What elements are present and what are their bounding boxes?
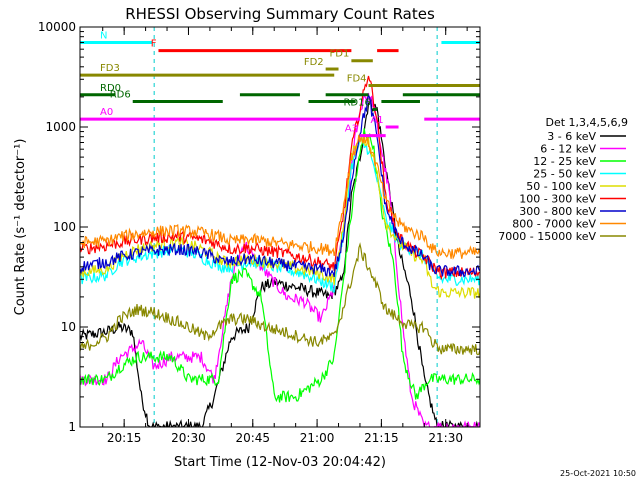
time-bar-label: FD3 — [100, 63, 120, 74]
legend-label: 25 - 50 keV — [533, 168, 596, 181]
time-bar-label: A3 — [345, 124, 358, 135]
legend-label: 100 - 300 keV — [519, 193, 596, 206]
legend-label: 50 - 100 keV — [526, 180, 596, 193]
series-line — [80, 242, 480, 356]
legend-title: Det 1,3,4,5,6,9 — [545, 116, 628, 129]
timestamp: 25-Oct-2021 10:50 — [560, 469, 636, 478]
time-bar-label: A1 — [370, 115, 383, 126]
chart-title: RHESSI Observing Summary Count Rates — [125, 5, 435, 23]
time-bar-label: RD6 — [110, 89, 131, 100]
series-line — [80, 96, 480, 427]
time-bar-label: FD2 — [304, 57, 324, 68]
legend-label: 300 - 800 keV — [519, 205, 596, 218]
x-tick-label: 20:45 — [235, 431, 270, 445]
x-axis: 20:15 20:30 20:45 21:00 21:15 21:30 — [102, 27, 468, 445]
x-tick-label: 21:30 — [428, 431, 463, 445]
x-tick-label: 20:30 — [171, 431, 206, 445]
legend-label: 12 - 25 keV — [533, 155, 596, 168]
time-bar-label: N — [100, 30, 107, 41]
y-tick-label: 10000 — [38, 20, 76, 34]
time-bar-label: FD1 — [330, 49, 350, 60]
y-axis: 1 10 100 1000 10000 — [38, 20, 480, 434]
y-tick-label: 1000 — [45, 120, 76, 134]
time-bar-label: RD16 — [343, 97, 370, 108]
series-line — [80, 128, 480, 403]
time-bar-label: A0 — [100, 107, 113, 118]
x-tick-label: 20:15 — [107, 431, 142, 445]
y-tick-label: 10 — [61, 320, 76, 334]
legend-label: 800 - 7000 keV — [512, 218, 596, 231]
x-tick-label: 21:15 — [364, 431, 399, 445]
legend-label: 7000 - 15000 keV — [498, 230, 596, 243]
y-tick-label: 100 — [53, 220, 76, 234]
time-bar-label: FD4 — [347, 74, 367, 85]
legend-label: 6 - 12 keV — [540, 143, 596, 156]
series-line — [80, 92, 480, 427]
series-line — [80, 93, 480, 278]
y-axis-label: Count Rate (s⁻¹ detector⁻¹) — [13, 139, 28, 316]
time-bar-label: RD0 — [100, 83, 121, 94]
time-bar-label: F — [151, 39, 157, 50]
legend-label: 3 - 6 keV — [547, 130, 596, 143]
x-tick-label: 21:00 — [300, 431, 335, 445]
series-line — [80, 133, 480, 260]
x-axis-label: Start Time (12-Nov-03 20:04:42) — [174, 455, 386, 470]
y-tick-label: 1 — [68, 420, 76, 434]
